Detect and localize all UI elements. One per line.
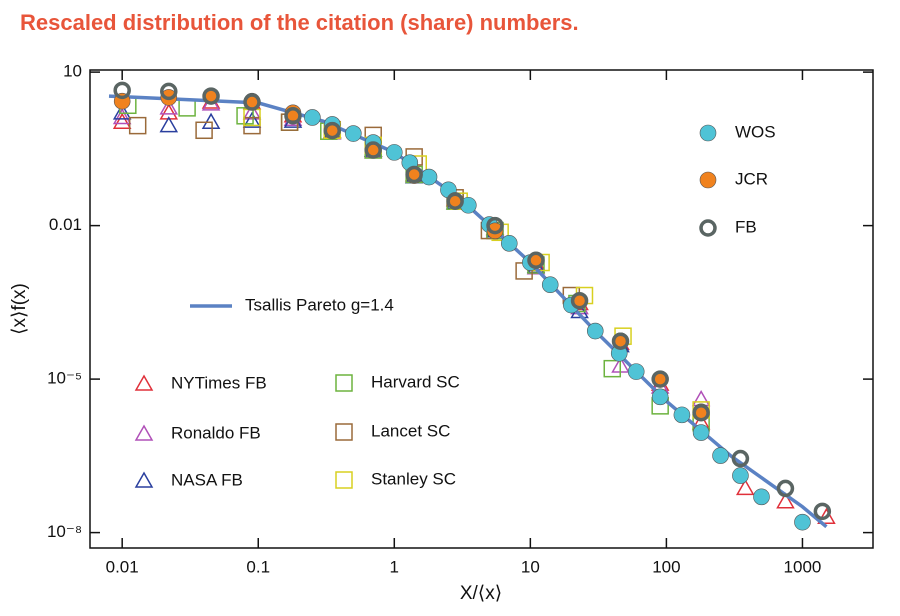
- point: [242, 103, 262, 120]
- point: [178, 99, 196, 117]
- point: [159, 116, 179, 133]
- point: [570, 291, 589, 310]
- point: [113, 81, 131, 100]
- point: [794, 513, 811, 531]
- point: [202, 87, 220, 105]
- x-axis-label: X/⟨x⟩: [460, 583, 502, 604]
- x-tick-label: 0.01: [106, 557, 139, 576]
- point: [236, 107, 254, 125]
- legend-label: NASA FB: [171, 470, 243, 489]
- legend-swatch: [134, 471, 154, 488]
- point: [345, 125, 362, 142]
- point: [112, 103, 132, 120]
- legend-swatch: [699, 124, 717, 142]
- point: [776, 479, 795, 498]
- legend-label: Stanley SC: [371, 469, 456, 488]
- point: [753, 488, 770, 506]
- chart-title: Rescaled distribution of the citation (s…: [20, 10, 579, 35]
- legend-swatch: [335, 423, 353, 441]
- point: [304, 109, 321, 126]
- point: [486, 216, 504, 235]
- legend-label: WOS: [735, 122, 776, 141]
- plot-frame: [89, 69, 874, 549]
- legend-swatch: [134, 424, 154, 441]
- point: [692, 424, 710, 441]
- legend-label: Harvard SC: [371, 372, 460, 391]
- point: [112, 112, 132, 129]
- y-tick-label: 0.01: [49, 215, 82, 234]
- point: [323, 121, 342, 140]
- point: [284, 107, 302, 125]
- point: [817, 507, 836, 524]
- point: [160, 82, 178, 101]
- point: [195, 121, 213, 140]
- point: [243, 93, 261, 111]
- legend-swatch: [134, 374, 154, 391]
- point: [159, 98, 179, 115]
- legend-swatch: [699, 171, 717, 189]
- x-tick-label: 1: [390, 557, 399, 576]
- y-axis-label: ⟨x⟩f(x): [9, 283, 30, 335]
- x-tick-label: 100: [652, 557, 680, 576]
- x-tick-label: 1000: [784, 557, 822, 576]
- point: [735, 478, 755, 496]
- point: [527, 251, 545, 270]
- point: [420, 168, 438, 186]
- point: [731, 449, 750, 468]
- y-tick-label: 10⁻⁵: [47, 369, 82, 388]
- point: [691, 389, 711, 407]
- point: [486, 222, 504, 240]
- point: [813, 502, 832, 521]
- point: [242, 111, 262, 128]
- legend-swatch: [335, 471, 353, 489]
- point: [446, 192, 464, 210]
- point: [776, 492, 795, 509]
- legend-swatch: [699, 219, 717, 237]
- point: [651, 388, 669, 406]
- legend-label: Tsallis Pareto g=1.4: [245, 295, 394, 314]
- y-tick-label: 10⁻⁸: [47, 522, 82, 541]
- point: [732, 467, 749, 484]
- point: [405, 165, 423, 184]
- point: [611, 332, 630, 350]
- point: [364, 141, 382, 159]
- point: [673, 406, 691, 424]
- legend-label: Ronaldo FB: [171, 423, 261, 442]
- point: [112, 107, 132, 125]
- legend-label: Lancet SC: [371, 421, 450, 440]
- legend-label: FB: [735, 217, 757, 236]
- point: [586, 322, 604, 340]
- legend-label: NYTimes FB: [171, 373, 267, 392]
- point: [500, 235, 518, 252]
- point: [651, 370, 669, 388]
- x-tick-label: 10: [521, 557, 540, 576]
- point: [712, 447, 729, 464]
- point: [692, 403, 710, 422]
- point: [541, 276, 559, 294]
- point: [128, 116, 147, 135]
- point: [603, 359, 622, 378]
- legend-label: JCR: [735, 169, 768, 188]
- point: [385, 144, 403, 161]
- point: [627, 363, 645, 380]
- y-tick-label: 10: [63, 62, 82, 81]
- point: [201, 112, 221, 129]
- legend-swatch: [335, 374, 353, 392]
- x-tick-label: 0.1: [246, 557, 270, 576]
